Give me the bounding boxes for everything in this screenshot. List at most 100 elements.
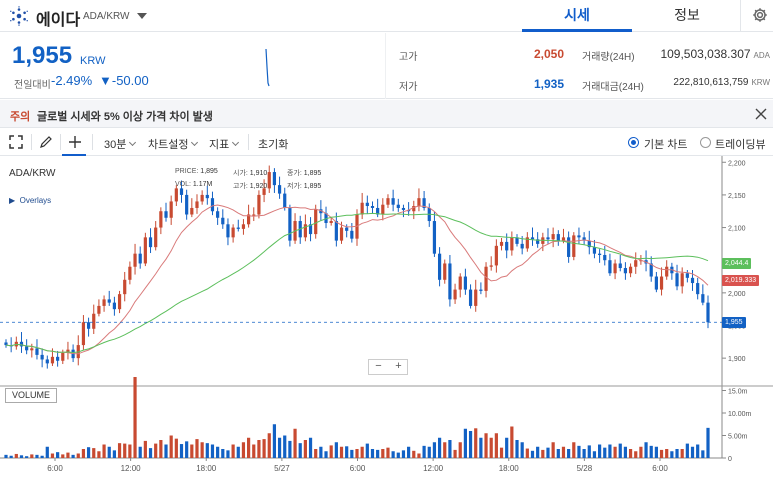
candle-body <box>474 289 478 306</box>
volume-value: 109,503,038.307 ADA <box>660 47 770 61</box>
candle-body <box>216 211 220 218</box>
chart-settings-dropdown[interactable]: 차트설정 <box>148 136 199 152</box>
candle-body <box>587 240 591 248</box>
volume-bar <box>680 449 684 458</box>
candle-body <box>138 253 142 264</box>
candle-body <box>422 198 426 208</box>
volume-bar <box>205 443 209 458</box>
cardano-logo-icon <box>10 6 28 26</box>
volume-bar <box>257 440 261 458</box>
volume-bar <box>345 446 349 458</box>
interval-dropdown[interactable]: 30분 <box>104 136 137 152</box>
volume-bar <box>128 444 132 458</box>
candle-body <box>412 206 416 212</box>
volume-bar <box>407 446 411 458</box>
gear-icon[interactable] <box>752 7 768 23</box>
candle-body <box>241 224 246 229</box>
volume-label: VOLUME <box>5 388 58 403</box>
candle-body <box>40 354 44 360</box>
volume-bar <box>303 440 307 458</box>
notice-text: 글로벌 시세와 5% 이상 가격 차이 발생 <box>37 111 213 123</box>
candle-body <box>381 204 385 215</box>
volume-bar <box>567 449 571 458</box>
zoom-in-button[interactable]: + <box>395 360 402 372</box>
mini-sparkline <box>265 48 270 87</box>
volume-bar <box>437 437 442 458</box>
tab-info[interactable]: 정보 <box>674 7 700 23</box>
amount-value: 222,810,613,759 KRW <box>673 77 770 88</box>
y-tick-label: 2,200 <box>728 160 746 167</box>
candle-body <box>706 302 710 323</box>
candle-body <box>221 217 225 225</box>
x-tick-label: 18:00 <box>196 464 217 473</box>
candle-body <box>365 202 369 207</box>
reset-button[interactable]: 초기화 <box>258 139 289 151</box>
candle-body <box>4 342 8 346</box>
volume-bar <box>644 442 648 458</box>
ohlc-volume: VOL: 1.17M <box>175 181 213 188</box>
current-price: 1,955 <box>12 42 73 69</box>
candle-body <box>179 188 184 195</box>
candle-body <box>169 201 173 218</box>
volume-bar <box>148 448 153 458</box>
candle-body <box>247 214 251 225</box>
candle-body <box>437 253 442 280</box>
crosshair-icon[interactable] <box>68 135 82 149</box>
candle-body <box>226 224 230 238</box>
volume-bar <box>463 428 467 458</box>
candle-body <box>567 237 571 257</box>
candle-body <box>117 294 122 310</box>
candle-body <box>267 172 271 189</box>
candle-body <box>479 289 483 291</box>
overlays-toggle[interactable]: ▶ Overlays <box>9 196 52 205</box>
basic-chart-radio[interactable] <box>628 137 639 148</box>
volume-bar <box>97 451 101 458</box>
zoom-out-button[interactable]: − <box>375 360 382 372</box>
volume-bar <box>587 445 591 458</box>
volume-bar <box>9 455 13 458</box>
candle-body <box>200 194 204 202</box>
candle-body <box>61 352 65 361</box>
candle-body <box>45 359 49 364</box>
chevron-down-icon <box>191 138 199 147</box>
fullscreen-icon[interactable] <box>9 135 23 149</box>
tradingview-label[interactable]: 트레이딩뷰 <box>715 139 766 151</box>
volume-bar <box>216 446 220 458</box>
candle-body <box>288 207 292 241</box>
crosshair-active-indicator <box>62 154 86 156</box>
pencil-icon[interactable] <box>39 135 53 149</box>
volume-bar <box>293 428 297 458</box>
volume-bar <box>675 449 679 458</box>
price-chart[interactable]: 1,9001,9502,0002,0502,1002,1502,20005.00… <box>0 156 773 486</box>
chevron-down-icon <box>232 138 240 147</box>
volume-bar <box>623 446 628 458</box>
candle-body <box>386 198 390 205</box>
volume-tick-label: 10.00m <box>728 411 752 418</box>
volume-bar <box>226 450 230 458</box>
candlestick-chart[interactable]: 1,9001,9502,0002,0502,1002,1502,20005.00… <box>0 156 773 486</box>
close-icon[interactable] <box>755 108 767 120</box>
divider <box>60 134 61 150</box>
volume-bar <box>30 454 34 458</box>
volume-bar <box>582 449 586 458</box>
candle-body <box>334 221 338 241</box>
volume-bar <box>525 448 529 458</box>
candle-body <box>262 188 266 195</box>
coin-dropdown-icon[interactable] <box>137 13 147 19</box>
volume-bar <box>138 446 142 458</box>
volume-bar <box>443 442 447 458</box>
change-amount: ▼-50.00 <box>99 73 149 88</box>
candle-body <box>654 276 658 290</box>
indicators-dropdown[interactable]: 지표 <box>209 136 240 152</box>
volume-bar <box>350 449 354 458</box>
candle-body <box>143 237 147 264</box>
candle-body <box>314 209 318 235</box>
tradingview-radio[interactable] <box>700 137 711 148</box>
tab-quote[interactable]: 시세 <box>522 0 632 32</box>
basic-chart-label[interactable]: 기본 차트 <box>644 139 688 151</box>
candle-body <box>515 237 519 244</box>
notice-bar: 주의 글로벌 시세와 5% 이상 가격 차이 발생 <box>0 100 773 128</box>
volume-bar <box>628 449 633 458</box>
low-label: 저가 <box>399 82 418 93</box>
candle-body <box>324 213 328 223</box>
